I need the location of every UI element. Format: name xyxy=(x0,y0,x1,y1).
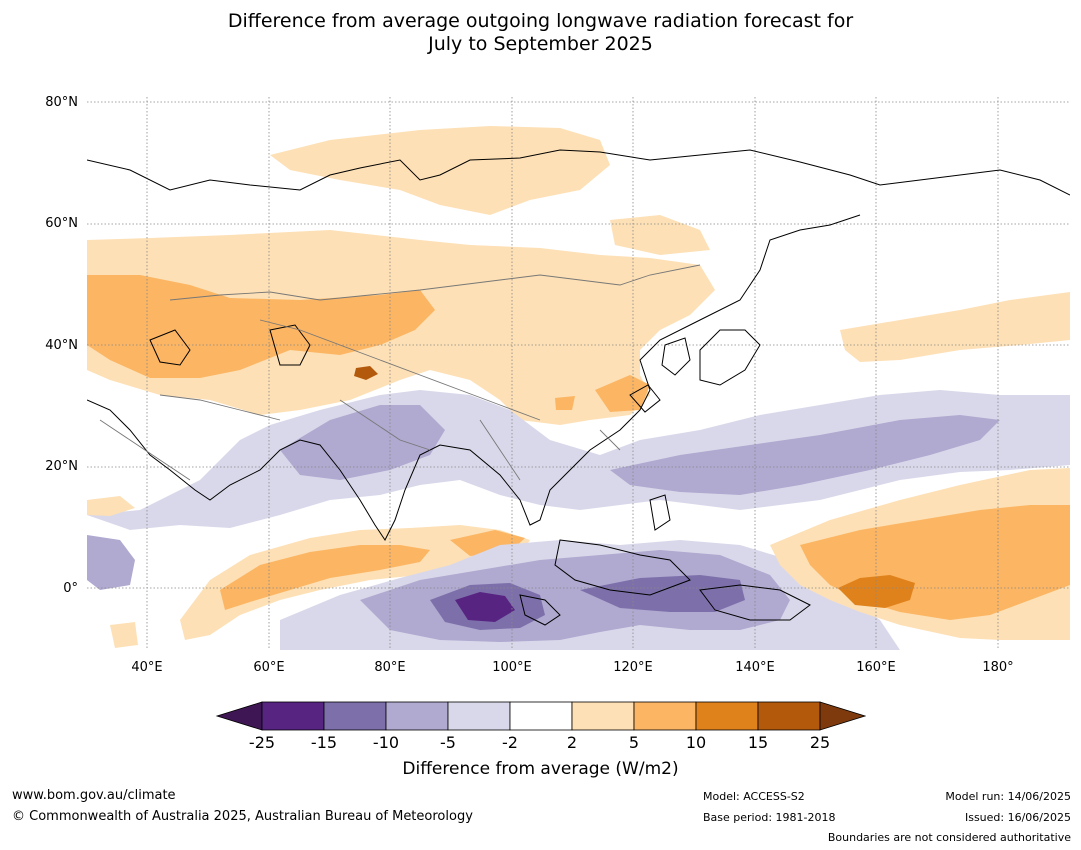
lat-label-20n: 20°N xyxy=(45,459,78,474)
bom-url: www.bom.gov.au/climate xyxy=(12,788,176,803)
colorbar-tick-label: -25 xyxy=(248,733,276,752)
colorbar-title: Difference from average (W/m2) xyxy=(402,759,679,779)
base-period-text: Base period: 1981-2018 xyxy=(703,811,836,824)
model-run-text: Model run: 14/06/2025 xyxy=(945,790,1071,803)
colorbar xyxy=(215,701,866,731)
coastlines xyxy=(87,149,1070,626)
anomaly-region xyxy=(838,575,915,608)
anomaly-region xyxy=(354,366,378,380)
lon-label-40e: 40°E xyxy=(131,660,163,675)
colorbar-segment xyxy=(571,701,635,731)
country-boundaries xyxy=(99,264,701,481)
colorbar-tick-label: 2 xyxy=(566,733,578,752)
anomaly-region xyxy=(87,535,135,590)
issued-text: Issued: 16/06/2025 xyxy=(964,811,1071,824)
lon-label-60e: 60°E xyxy=(253,660,285,675)
colorbar-tick-label: -15 xyxy=(310,733,338,752)
anomaly-region xyxy=(280,405,445,480)
anomaly-region xyxy=(610,215,710,255)
gridlines xyxy=(87,97,1070,650)
colorbar-tick-label: -10 xyxy=(372,733,400,752)
title-line-2: July to September 2025 xyxy=(428,33,653,55)
colorbar-segment xyxy=(695,701,759,731)
anomaly-region xyxy=(580,575,745,612)
anomaly-region xyxy=(555,396,575,410)
lat-label-80n: 80°N xyxy=(45,95,78,110)
anomaly-region xyxy=(110,622,138,648)
lon-label-100e: 100°E xyxy=(492,660,532,675)
colorbar-segment xyxy=(757,701,821,731)
olr-anomaly-map xyxy=(87,97,1070,650)
disclaimer-text: Boundaries are not considered authoritat… xyxy=(827,831,1071,844)
colorbar-arrow-high xyxy=(819,701,866,731)
colorbar-segment xyxy=(447,701,511,731)
anomaly-region xyxy=(220,545,430,610)
anomaly-region xyxy=(610,415,1000,495)
lon-label-80e: 80°E xyxy=(374,660,406,675)
lat-label-60n: 60°N xyxy=(45,216,78,231)
colorbar-tick-label: 25 xyxy=(809,733,831,752)
title-line-1: Difference from average outgoing longwav… xyxy=(227,10,854,32)
colorbar-tick-label: 15 xyxy=(747,733,769,752)
colorbar-segment xyxy=(385,701,449,731)
colorbar-segment xyxy=(323,701,387,731)
colorbar-segment xyxy=(633,701,697,731)
anomaly-region xyxy=(455,592,515,622)
map-title: Difference from average outgoing longwav… xyxy=(0,10,1081,56)
lon-label-160e: 160°E xyxy=(856,660,896,675)
lon-label-120e: 120°E xyxy=(613,660,653,675)
colorbar-arrow-low xyxy=(215,701,263,731)
anomaly-region xyxy=(87,496,135,516)
colorbar-tick-label: -5 xyxy=(440,733,456,752)
anomaly-region xyxy=(180,525,530,640)
anomaly-region xyxy=(270,126,610,215)
lat-label-40n: 40°N xyxy=(45,338,78,353)
lat-label-0: 0° xyxy=(63,581,78,596)
colorbar-tick-label: 10 xyxy=(685,733,707,752)
copyright-text: © Commonwealth of Australia 2025, Austra… xyxy=(12,809,473,824)
lon-label-140e: 140°E xyxy=(735,660,775,675)
colorbar-segment xyxy=(509,701,573,731)
colorbar-tick-label: 5 xyxy=(628,733,640,752)
colorbar-segment xyxy=(261,701,325,731)
map-area xyxy=(87,97,1070,650)
anomaly-region xyxy=(87,275,435,378)
anomaly-region xyxy=(840,292,1070,362)
model-text: Model: ACCESS-S2 xyxy=(703,790,805,803)
colorbar-tick-label: -2 xyxy=(502,733,518,752)
lon-label-180: 180° xyxy=(982,660,1014,675)
